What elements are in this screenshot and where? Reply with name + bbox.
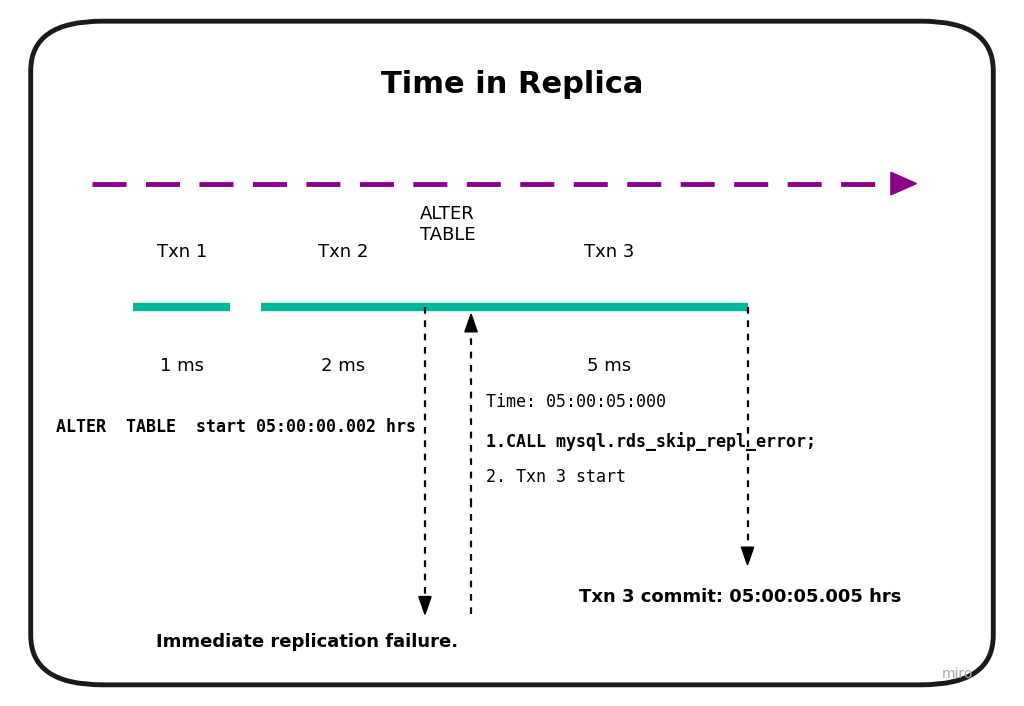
Text: 5 ms: 5 ms [587,357,632,374]
Text: 2. Txn 3 start: 2. Txn 3 start [486,467,627,486]
Text: 2 ms: 2 ms [321,357,366,374]
Text: Txn 1: Txn 1 [157,244,208,261]
Text: Txn 3: Txn 3 [584,244,635,261]
FancyArrow shape [741,547,754,565]
Text: ALTER  TABLE  start 05:00:00.002 hrs: ALTER TABLE start 05:00:00.002 hrs [56,418,417,436]
FancyArrow shape [419,597,431,614]
Text: 1 ms: 1 ms [161,357,204,374]
Text: ALTER
TABLE: ALTER TABLE [420,205,475,244]
FancyArrow shape [465,314,477,332]
FancyArrow shape [891,172,916,195]
Text: 1.CALL mysql.rds_skip_repl_error;: 1.CALL mysql.rds_skip_repl_error; [486,432,816,450]
Text: Txn 2: Txn 2 [317,244,369,261]
Text: Immediate replication failure.: Immediate replication failure. [156,633,459,652]
FancyBboxPatch shape [31,21,993,685]
Text: Time in Replica: Time in Replica [381,70,643,100]
Text: miro: miro [941,667,973,681]
Text: Time: 05:00:05:000: Time: 05:00:05:000 [486,393,667,412]
Text: Txn 3 commit: 05:00:05.005 hrs: Txn 3 commit: 05:00:05.005 hrs [579,587,901,606]
